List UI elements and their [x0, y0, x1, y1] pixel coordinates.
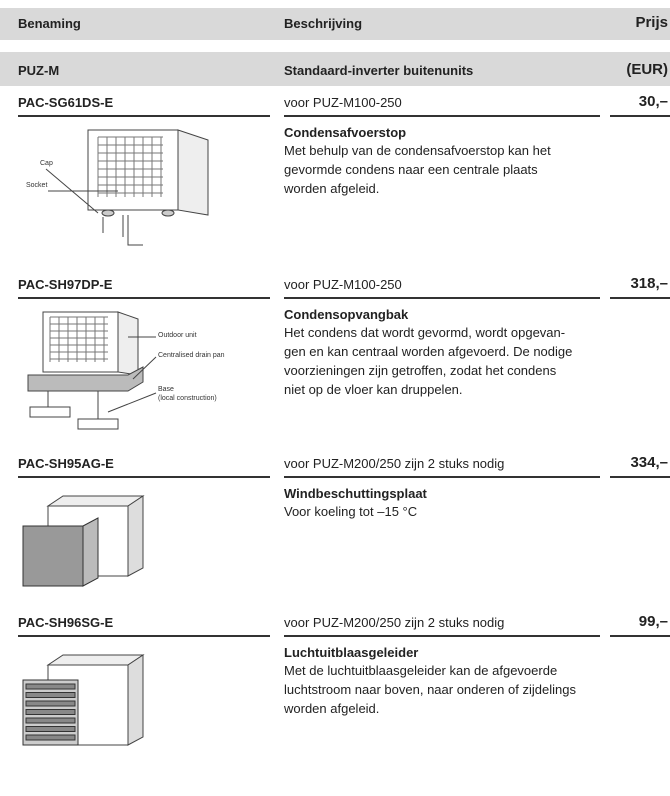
item-diagram [22, 495, 145, 587]
item-code: PAC-SH97DP-E [18, 277, 113, 292]
diagram-label: Centralised drain pan [158, 352, 225, 359]
row-rule [18, 635, 270, 637]
row-rule [610, 115, 670, 117]
item-description: luchtstroom naar boven, naar onderen of … [284, 682, 576, 697]
item-description: gen en kan centraal worden afgevoerd. De… [284, 344, 573, 359]
row-rule [284, 476, 600, 478]
row-rule [610, 635, 670, 637]
diagram-label: Cap [40, 160, 53, 167]
diagram-label: Base [158, 386, 174, 393]
row-rule [610, 476, 670, 478]
item-description: gevormde condens naar een centrale plaat… [284, 162, 538, 177]
column-header: Benaming [18, 16, 81, 31]
item-compatibility: voor PUZ-M200/250 zijn 2 stuks nodig [284, 456, 505, 471]
row-rule [284, 297, 600, 299]
item-code: PAC-SH95AG-E [18, 456, 114, 471]
item-description: worden afgeleid. [284, 701, 380, 716]
item-diagram: Outdoor unit Centralised drain pan Base (lo… [27, 311, 225, 430]
item-code: PAC-SG61DS-E [18, 95, 114, 110]
item-description: Voor koeling tot –15 °C [284, 504, 418, 519]
section-unit: (EUR) [626, 61, 668, 78]
item-description: Met de luchtuitblaasgeleider kan de afge… [284, 663, 558, 678]
item-diagram [22, 654, 145, 746]
item-description: worden afgeleid. [284, 181, 380, 196]
item-price: 318,– [630, 275, 668, 292]
row-rule [18, 115, 270, 117]
item-code: PAC-SH96SG-E [18, 615, 114, 630]
column-header: Prijs [635, 14, 668, 31]
section-band [0, 52, 670, 86]
section-description: Standaard-inverter buitenunits [284, 63, 474, 78]
diagram-label: (local construction) [158, 395, 217, 402]
row-rule [18, 476, 270, 478]
header-band [0, 8, 670, 40]
item-description: Met behulp van de condensafvoerstop kan … [284, 143, 551, 158]
row-rule [18, 297, 270, 299]
row-rule [284, 635, 600, 637]
section-code: PUZ-M [18, 63, 60, 78]
item-description: niet op de vloer kan druppelen. [284, 382, 463, 397]
item-price: 30,– [638, 93, 668, 110]
item-price: 99,– [638, 613, 668, 630]
item-title: Condensopvangbak [284, 307, 409, 322]
diagram-label: Socket [26, 182, 47, 189]
row-rule [284, 115, 600, 117]
item-compatibility: voor PUZ-M200/250 zijn 2 stuks nodig [284, 615, 505, 630]
row-rule [610, 297, 670, 299]
column-header: Beschrijving [284, 16, 363, 31]
item-diagram: Cap Socket [26, 129, 209, 246]
item-description: Het condens dat wordt gevormd, wordt opg… [284, 325, 566, 340]
item-description: voorzieningen zijn getroffen, zodat het … [284, 363, 557, 378]
diagram-label: Outdoor unit [158, 332, 197, 339]
item-title: Windbeschuttingsplaat [284, 486, 427, 501]
item-compatibility: voor PUZ-M100-250 [284, 95, 402, 110]
item-title: Luchtuitblaasgeleider [284, 645, 419, 660]
item-title: Condensafvoerstop [284, 125, 407, 140]
item-price: 334,– [630, 454, 668, 471]
item-compatibility: voor PUZ-M100-250 [284, 277, 402, 292]
